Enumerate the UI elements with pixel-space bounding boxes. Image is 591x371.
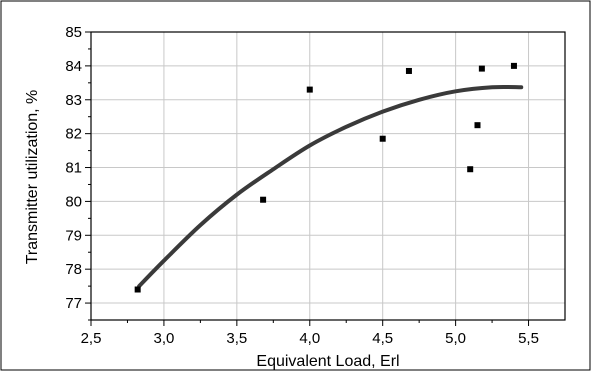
- data-point: [510, 62, 517, 69]
- x-tick-label: 3,0: [153, 330, 174, 347]
- y-tick-label: 83: [65, 92, 82, 109]
- x-tick-label: 5,5: [518, 330, 539, 347]
- y-tick-label: 81: [65, 160, 82, 177]
- data-point: [474, 122, 481, 129]
- y-tick-label: 80: [65, 193, 82, 210]
- y-tick-label: 82: [65, 126, 82, 143]
- x-tick-label: 4,0: [299, 330, 320, 347]
- y-tick-label: 77: [65, 295, 82, 312]
- fit-curve-group: [137, 84, 524, 289]
- data-point: [405, 67, 412, 74]
- x-tick-label: 2,5: [81, 330, 102, 347]
- x-tick-label: 4,5: [372, 330, 393, 347]
- data-point: [478, 65, 485, 72]
- data-points: [134, 62, 517, 293]
- y-axis-title: Transmitter utilization, %: [24, 90, 41, 265]
- y-tick-label: 84: [65, 58, 82, 75]
- data-point: [306, 86, 313, 93]
- x-tick-label: 5,0: [445, 330, 466, 347]
- data-point: [379, 135, 386, 142]
- data-point: [467, 166, 474, 173]
- plot-frame: [90, 31, 566, 321]
- x-tick-label: 3,5: [226, 330, 247, 347]
- y-tick-label: 85: [65, 24, 82, 41]
- data-point: [260, 196, 267, 203]
- data-point: [134, 286, 141, 293]
- y-tick-label: 79: [65, 227, 82, 244]
- fit-curve: [137, 84, 524, 289]
- grid-lines: [91, 32, 565, 320]
- axis-ticks: 2,5 3,0 3,5 4,0 4,5 5,0 5,5 77 78 79 80 81 82 83 84 85: [65, 24, 539, 347]
- y-tick-label: 78: [65, 261, 82, 278]
- x-axis-title: Equivalent Load, Erl: [256, 353, 399, 370]
